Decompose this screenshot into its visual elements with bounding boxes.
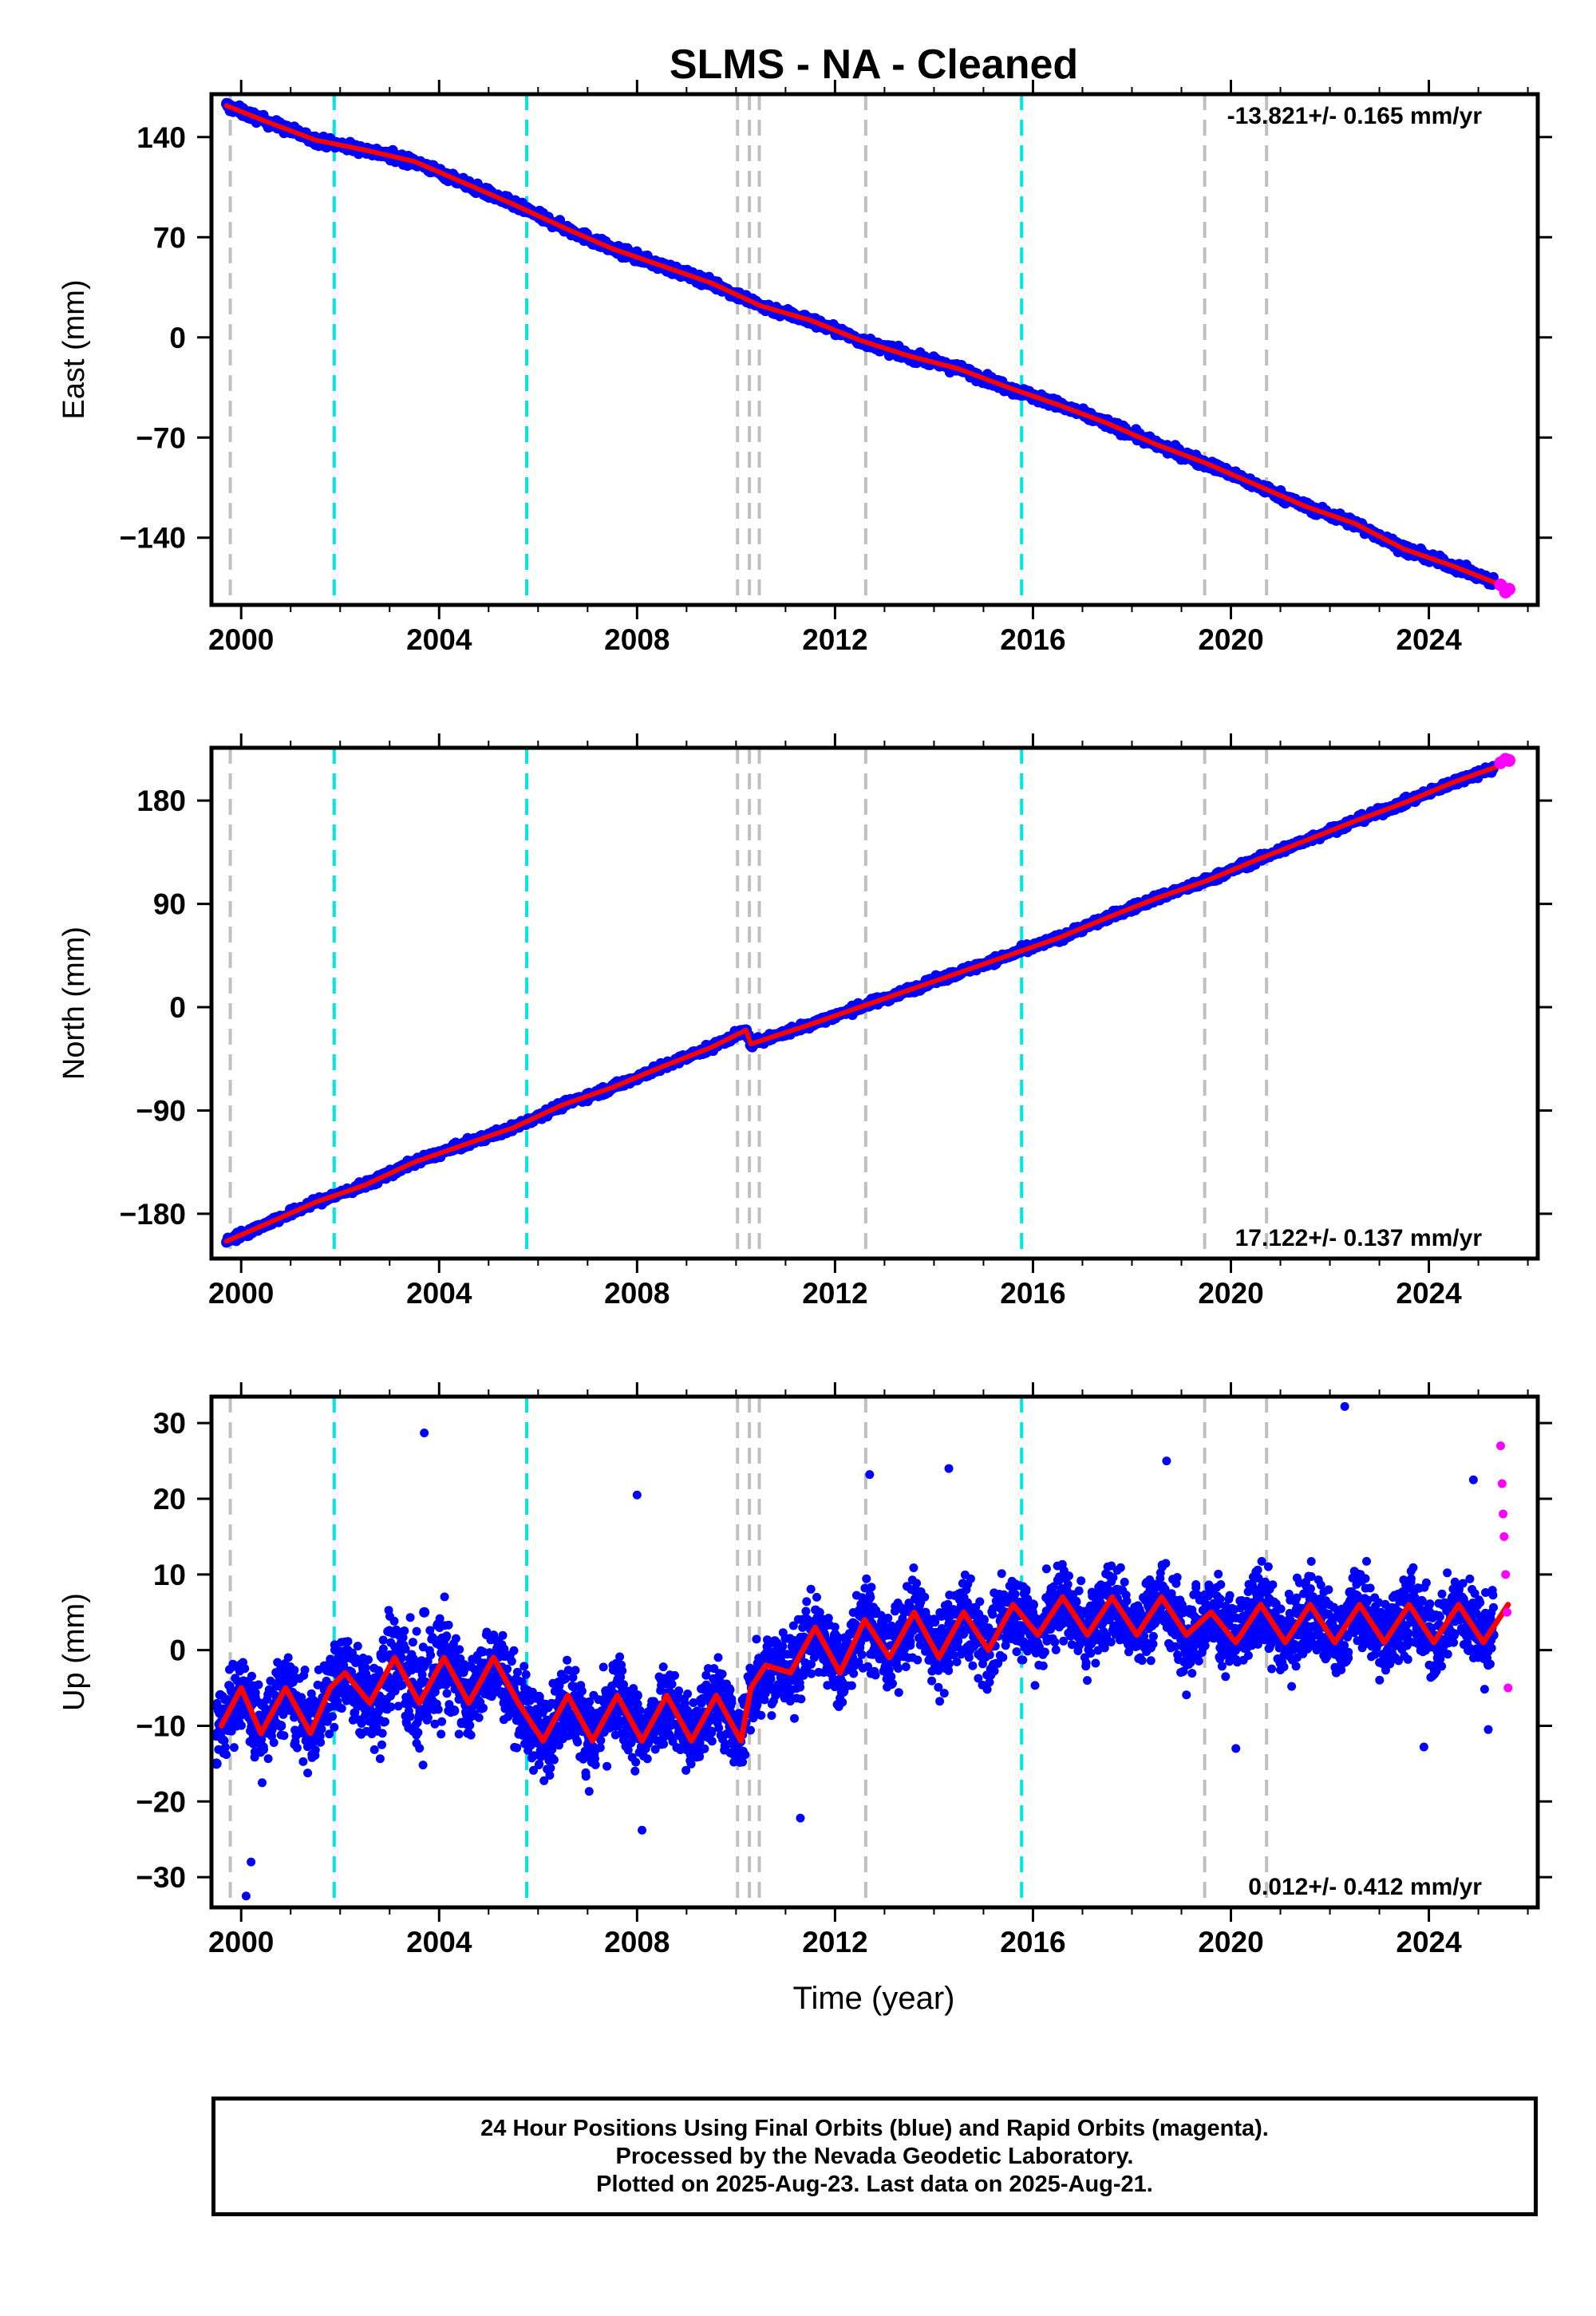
y-tick-label: −140 <box>120 522 186 555</box>
x-tick-label: 2020 <box>1198 1277 1263 1310</box>
y-tick-label: −70 <box>136 421 186 454</box>
plot-area <box>211 1397 1513 1907</box>
final-orbit-point <box>269 1738 279 1747</box>
y-tick-label: −180 <box>120 1198 186 1231</box>
final-orbit-point <box>237 1721 246 1730</box>
final-orbit-point <box>247 1671 256 1681</box>
figure-title: SLMS - NA - Cleaned <box>670 41 1078 88</box>
model-fit-line <box>223 103 1511 591</box>
panels-group: 2000 2004 2008 2012 2016 2020 2024 140 70 0 −70 −14… <box>57 80 1552 1958</box>
x-tick-label: 2004 <box>406 1277 472 1310</box>
x-tick-label: 2008 <box>604 1277 670 1310</box>
final-orbit-point <box>310 1745 320 1755</box>
final-orbit-point <box>240 1664 250 1674</box>
panel-up: 2000 2004 2008 2012 2016 2020 20243020100−10−2… <box>57 1382 1552 1958</box>
panel-north: 2000 2004 2008 2012 2016 2020 2024 180 90 0 −90 −18… <box>57 733 1552 1310</box>
final-orbit-point <box>298 1757 308 1766</box>
x-tick-label: 2012 <box>802 623 867 656</box>
x-tick-label: 2004 <box>406 623 472 656</box>
x-tick-label: 2024 <box>1396 623 1462 656</box>
final-orbit-point <box>292 1743 302 1753</box>
rapid-orbit-point <box>1503 753 1516 767</box>
final-orbit-point <box>222 1750 231 1759</box>
x-tick-label: 2000 <box>208 623 274 656</box>
y-tick-label: 180 <box>136 785 186 817</box>
y-tick-label: 0 <box>169 991 186 1024</box>
x-tick-label: 2000 <box>208 1277 274 1310</box>
final-orbit-point <box>220 1742 230 1752</box>
final-orbit-point <box>297 1693 306 1702</box>
final-orbit-point <box>229 1743 239 1753</box>
final-orbit-point <box>259 1745 268 1754</box>
final-orbit-point <box>219 1736 229 1745</box>
y-axis-label: North (mm) <box>57 927 91 1080</box>
velocity-label: 17.122+/- 0.137 mm/yr <box>1235 1225 1483 1251</box>
final-orbit-point <box>283 1653 293 1662</box>
y-tick-label: 0 <box>169 322 186 354</box>
rapid-orbit-point <box>1503 583 1516 596</box>
final-orbit-point <box>254 1680 263 1690</box>
y-tick-label: 90 <box>153 888 186 921</box>
plot-area <box>221 748 1516 1259</box>
plot-area <box>221 94 1516 605</box>
final-orbit-point <box>229 1660 239 1670</box>
x-tick-label: 2008 <box>604 623 670 656</box>
plot-frame <box>209 92 1540 607</box>
final-orbit-point <box>303 1769 313 1778</box>
final-orbit-point <box>266 1676 275 1686</box>
panel-east: 2000 2004 2008 2012 2016 2020 2024 140 70 0 −70 −14… <box>57 80 1552 656</box>
plot-frame <box>209 745 1540 1261</box>
final-orbit-point <box>258 1778 267 1788</box>
final-orbit-point <box>263 1754 273 1764</box>
x-tick-label: 2016 <box>1000 623 1065 656</box>
velocity-label: -13.821+/- 0.165 mm/yr <box>1227 103 1483 129</box>
model-fit-line <box>223 760 1511 1244</box>
y-axis-label: East (mm) <box>57 279 91 419</box>
x-tick-label: 2024 <box>1396 1277 1462 1310</box>
final-orbit-point <box>257 1735 267 1744</box>
final-orbit-point <box>300 1666 310 1674</box>
x-tick-label: 2012 <box>802 1277 867 1310</box>
x-tick-label: 2016 <box>1000 1277 1065 1310</box>
y-tick-label: 140 <box>136 121 186 154</box>
final-orbit-point <box>290 1666 299 1675</box>
x-tick-label: 2020 <box>1198 623 1263 656</box>
y-tick-label: −90 <box>136 1094 186 1127</box>
y-tick-label: 70 <box>153 221 186 254</box>
final-orbit-point <box>279 1731 289 1741</box>
